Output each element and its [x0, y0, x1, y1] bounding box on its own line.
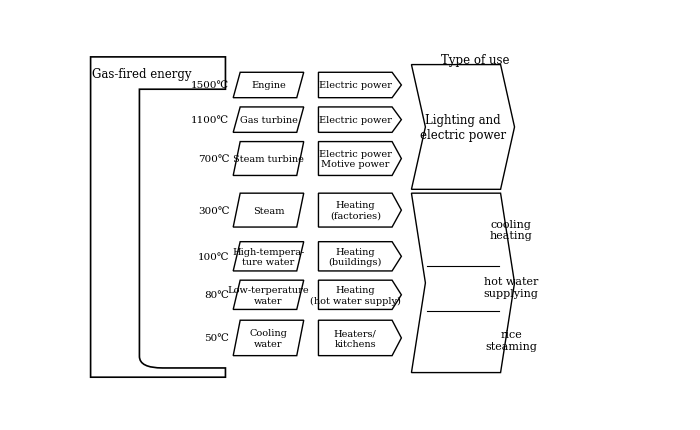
Text: Heating
(hot water supply): Heating (hot water supply) [310, 286, 400, 305]
Text: Lighting and
electric power: Lighting and electric power [420, 114, 506, 141]
Polygon shape [233, 142, 304, 176]
Text: 1100℃: 1100℃ [191, 116, 230, 125]
Text: 50℃: 50℃ [204, 334, 230, 343]
Text: 700℃: 700℃ [198, 155, 230, 164]
Text: Cooling
water: Cooling water [249, 329, 288, 348]
Polygon shape [318, 194, 401, 227]
Text: Engine: Engine [251, 81, 286, 90]
Text: Heaters/
kitchens: Heaters/ kitchens [334, 329, 377, 348]
Text: Steam: Steam [253, 206, 284, 215]
Polygon shape [318, 142, 401, 176]
Polygon shape [233, 73, 304, 98]
Text: High-tempera-
ture water: High-tempera- ture water [232, 247, 304, 267]
Polygon shape [318, 280, 401, 310]
Text: Heating
(factories): Heating (factories) [330, 201, 381, 220]
Text: Gas-fired energy: Gas-fired energy [92, 68, 192, 80]
Text: Low-terperature
water: Low-terperature water [228, 286, 309, 305]
Polygon shape [233, 194, 304, 227]
Text: hot water
supplying: hot water supplying [484, 276, 538, 298]
Polygon shape [318, 73, 401, 98]
Text: 100℃: 100℃ [198, 252, 230, 261]
Text: rice
steaming: rice steaming [485, 330, 537, 351]
Polygon shape [412, 65, 514, 190]
Text: Gas turbine: Gas turbine [239, 116, 298, 125]
Polygon shape [233, 242, 304, 271]
Polygon shape [233, 280, 304, 310]
Polygon shape [318, 108, 401, 133]
Text: Type of use: Type of use [441, 54, 510, 68]
Text: cooling
heating: cooling heating [490, 219, 533, 241]
Text: 1500℃: 1500℃ [191, 81, 230, 90]
Polygon shape [412, 194, 514, 373]
Text: Steam turbine: Steam turbine [233, 155, 304, 164]
Text: Electric power: Electric power [318, 116, 392, 125]
Polygon shape [233, 108, 304, 133]
Text: Electric power: Electric power [318, 81, 392, 90]
Text: 80℃: 80℃ [204, 291, 230, 300]
Text: Electric power
Motive power: Electric power Motive power [318, 150, 392, 169]
Polygon shape [318, 320, 401, 356]
Text: 300℃: 300℃ [198, 206, 230, 215]
PathPatch shape [90, 58, 225, 377]
Text: Heating
(buildings): Heating (buildings) [328, 247, 382, 267]
Polygon shape [233, 320, 304, 356]
Polygon shape [318, 242, 401, 271]
